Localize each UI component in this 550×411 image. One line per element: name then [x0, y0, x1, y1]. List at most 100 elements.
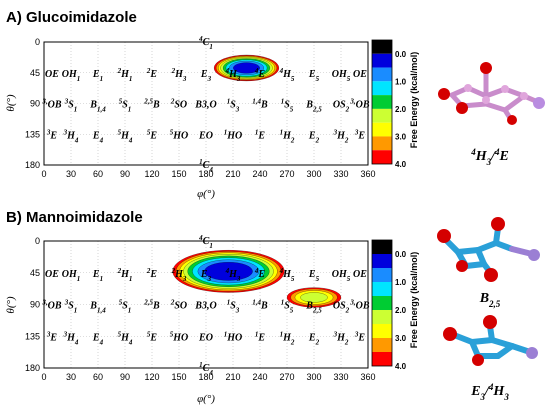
- conformation-label: 3,OB: [349, 98, 369, 111]
- gridlines-a: [44, 42, 368, 165]
- colorbar-tick-label: 3.0: [395, 334, 407, 343]
- colorbar-tick-label: 1.0: [395, 278, 407, 287]
- y-tick-label: 90: [30, 300, 40, 310]
- y-tick-labels-a: 0 45 90 135 180: [25, 37, 40, 170]
- y-tick-label: 45: [30, 268, 40, 278]
- colorbar-tick-label: 1.0: [395, 77, 407, 86]
- colorbar-b-label: Free Energy (kcal/mol): [409, 252, 419, 349]
- colorbar-segment: [372, 108, 392, 123]
- x-tick-label: 300: [306, 169, 321, 179]
- x-tick-label: 240: [252, 169, 267, 179]
- molecule-a-glucoimidazole: [438, 62, 545, 125]
- x-tick-label: 270: [279, 372, 294, 382]
- x-tick-label: 360: [360, 169, 375, 179]
- conformation-label: 1S3: [227, 299, 240, 315]
- colorbar-segment: [372, 40, 392, 54]
- colorbar-frame: [371, 39, 393, 165]
- x-tick-label: 150: [171, 169, 186, 179]
- conformation-label: 1S5: [281, 299, 294, 315]
- conformation-label: OS2: [333, 100, 350, 114]
- colorbar-tick-label: 4.0: [395, 362, 407, 371]
- conformation-label: EO: [198, 130, 213, 141]
- x-tick-label: 330: [333, 169, 348, 179]
- conformation-label: 4E: [254, 67, 266, 80]
- x-tick-label: 90: [120, 372, 130, 382]
- contour-level: [233, 62, 260, 74]
- x-tick-label: 270: [279, 169, 294, 179]
- conformation-label: 4H5: [279, 67, 295, 83]
- conformation-label: 2H1: [117, 67, 133, 83]
- x-tick-label: 210: [225, 169, 240, 179]
- x-tick-label: 120: [144, 372, 159, 382]
- x-tick-label: 30: [66, 169, 76, 179]
- colorbar-b: 0.0 1.0 2.0 3.0 4.0: [371, 239, 407, 371]
- conformation-label: 2H3: [171, 67, 187, 83]
- conformation-label: B2,5: [305, 100, 322, 114]
- y-tick-label: 180: [25, 160, 40, 170]
- x-axis-label-b: φ(°): [197, 393, 215, 405]
- x-tick-label: 240: [252, 372, 267, 382]
- conformation-label: 5H4: [118, 330, 133, 346]
- colorbar-segment: [372, 95, 392, 109]
- conformation-label: 2,5B: [143, 98, 160, 111]
- y-tick-label: 0: [35, 236, 40, 246]
- x-tick-label: 90: [120, 169, 130, 179]
- conformation-label: E4: [92, 332, 104, 346]
- energy-surface-a: [213, 54, 280, 82]
- conformation-label: 1S3: [227, 98, 240, 114]
- conformation-label: B1,4: [89, 100, 106, 114]
- y-tick-label: 135: [25, 331, 40, 341]
- colorbar-tick-label: 4.0: [395, 160, 407, 169]
- conformation-label: 3,OB: [41, 299, 61, 312]
- conformation-label: 1E: [255, 128, 266, 141]
- conformation-label: OE: [353, 69, 367, 80]
- conformation-label: 1HO: [224, 128, 243, 141]
- conformation-label: OS2: [333, 301, 350, 315]
- conformation-label: 3E: [354, 128, 366, 141]
- conformation-label: 5E: [147, 128, 158, 141]
- colorbar-tick-label: 0.0: [395, 250, 407, 259]
- colorbar-a-label: Free Energy (kcal/mol): [409, 52, 419, 149]
- x-tick-label: 330: [333, 372, 348, 382]
- colorbar-segment: [372, 324, 392, 338]
- conformation-label: B2,5: [305, 301, 322, 315]
- colorbar-segment: [372, 268, 392, 282]
- conformation-label: 1,4B: [252, 98, 268, 111]
- conformation-label: 5S1: [119, 299, 132, 315]
- conformation-label: 3E: [46, 330, 58, 343]
- colorbar-tick-label: 3.0: [395, 132, 407, 141]
- panel-b-title: B) Mannoimidazole: [6, 209, 143, 226]
- x-tick-label: 30: [66, 372, 76, 382]
- conformation-label: 5H4: [118, 128, 133, 144]
- y-axis-label-a: θ(°): [5, 94, 17, 111]
- x-axis-label-a: φ(°): [197, 188, 215, 200]
- colorbar-a: 0.0 1.0 2.0 3.0 4.0: [371, 39, 407, 169]
- conformation-label: 5HO: [170, 330, 189, 343]
- conformation-label: 3,OB: [41, 98, 61, 111]
- conformation-label: 1S5: [281, 98, 294, 114]
- conformation-label: E3: [200, 69, 212, 83]
- conformation-label: 3H4: [63, 128, 79, 144]
- colorbar-segment: [372, 122, 392, 137]
- conformation-label: E2: [308, 332, 320, 346]
- x-tick-label: 0: [41, 372, 46, 382]
- y-tick-label: 0: [35, 37, 40, 47]
- molecule-b-label-1: B2,5: [479, 291, 501, 309]
- conformation-label: 3H2: [333, 128, 349, 144]
- y-tick-label: 135: [25, 129, 40, 139]
- x-tick-label: 0: [41, 169, 46, 179]
- conformation-label: 4H5: [279, 267, 295, 283]
- conformation-label: E5: [308, 269, 320, 283]
- conformation-label: OE: [45, 269, 59, 280]
- conformation-label: 1H2: [280, 128, 295, 144]
- plot-frame-b: [43, 240, 369, 369]
- conformation-label: 5S1: [119, 98, 132, 114]
- colorbar-segment: [372, 53, 392, 68]
- y-axis-label-b: θ(°): [5, 296, 17, 313]
- conformation-label: 3E: [354, 330, 366, 343]
- x-tick-label: 120: [144, 169, 159, 179]
